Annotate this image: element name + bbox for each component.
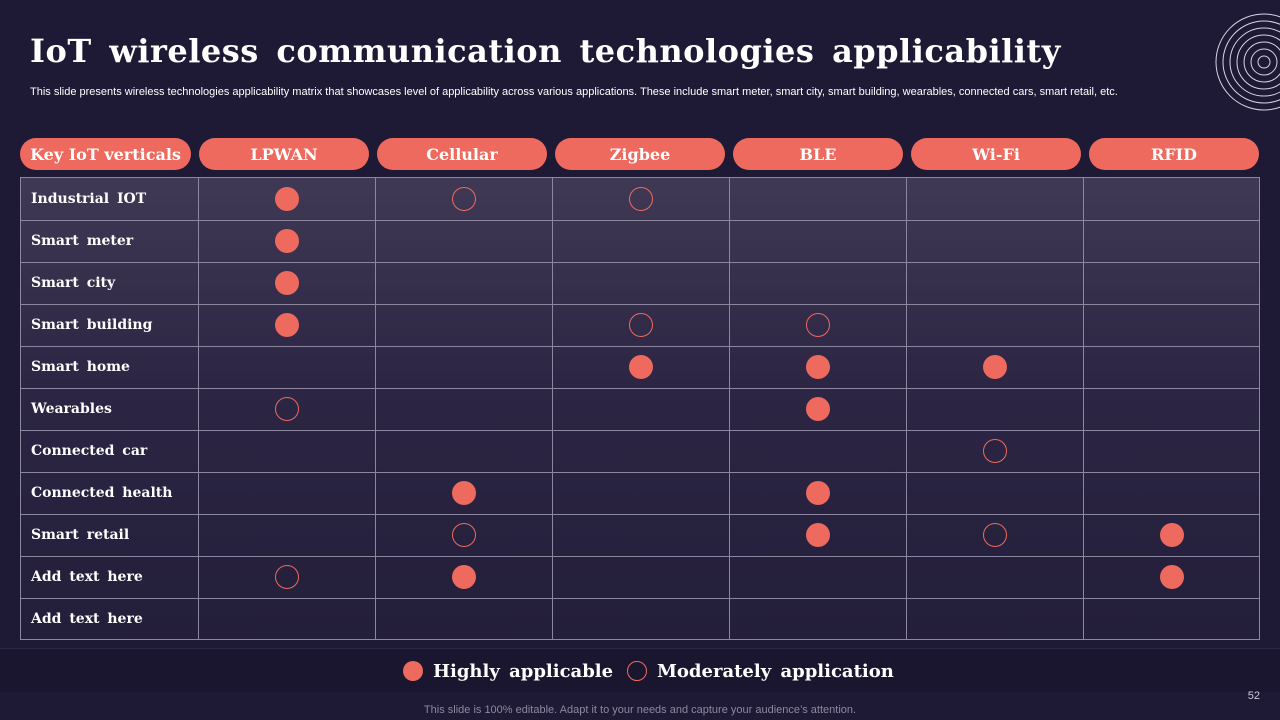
grid-line-vertical (375, 178, 376, 639)
grid-line-vertical (1083, 178, 1084, 639)
filled-circle-icon (403, 661, 423, 681)
header-pill-zigbee: Zigbee (555, 138, 725, 170)
grid-line-vertical (552, 178, 553, 639)
row-label: Smart retail (31, 527, 130, 543)
row-label: Add text here (31, 611, 143, 627)
row-label: Wearables (31, 401, 112, 417)
highly-applicable-marker (1159, 523, 1184, 547)
grid-line-horizontal (21, 472, 1259, 473)
highly-applicable-marker (628, 355, 653, 379)
grid-line-vertical (198, 178, 199, 639)
highly-applicable-marker (274, 271, 299, 295)
concentric-circles-icon (1215, 13, 1280, 111)
highly-applicable-marker (274, 313, 299, 337)
grid-line-horizontal (21, 304, 1259, 305)
grid-line-horizontal (21, 220, 1259, 221)
highly-applicable-marker (805, 523, 830, 547)
row-label: Smart city (31, 275, 116, 291)
grid-line-vertical (729, 178, 730, 639)
legend-item-moderate: Moderately application (627, 649, 894, 693)
row-label: Smart meter (31, 233, 134, 249)
slide-title: IoT wireless communication technologies … (30, 32, 1061, 70)
grid-line-horizontal (21, 556, 1259, 557)
page-number: 52 (1247, 690, 1260, 702)
highly-applicable-marker (805, 355, 830, 379)
highly-applicable-marker (451, 481, 476, 505)
moderately-applicable-marker (982, 523, 1007, 547)
highly-applicable-marker (805, 397, 830, 421)
header-pill-wifi: Wi-Fi (911, 138, 1081, 170)
grid-line-horizontal (21, 598, 1259, 599)
header-pill-rfid: RFID (1089, 138, 1259, 170)
moderately-applicable-marker (451, 187, 476, 211)
highly-applicable-marker (451, 565, 476, 589)
grid-line-vertical (906, 178, 907, 639)
header-pill-ble: BLE (733, 138, 903, 170)
row-label: Industrial IOT (31, 191, 147, 207)
moderately-applicable-marker (982, 439, 1007, 463)
moderately-applicable-marker (274, 565, 299, 589)
header-pill-lpwan: LPWAN (199, 138, 369, 170)
row-label: Smart building (31, 317, 153, 333)
grid-line-horizontal (21, 388, 1259, 389)
outlined-circle-icon (627, 661, 647, 681)
row-label: Connected car (31, 443, 148, 459)
grid-line-horizontal (21, 430, 1259, 431)
header-pill-key-verticals: Key IoT verticals (20, 138, 191, 170)
applicability-matrix: Industrial IOT Smart meter Smart city Smart… (20, 177, 1260, 640)
footer-note: This slide is 100% editable. Adapt it to… (423, 704, 857, 716)
moderately-applicable-marker (628, 187, 653, 211)
grid-line-horizontal (21, 346, 1259, 347)
highly-applicable-marker (982, 355, 1007, 379)
legend-band: Highly applicable Moderately application (0, 648, 1280, 692)
legend-item-high: Highly applicable (403, 649, 613, 693)
highly-applicable-marker (274, 229, 299, 253)
matrix-header: Key IoT verticals LPWAN Cellular Zigbee … (20, 138, 1260, 170)
highly-applicable-marker (805, 481, 830, 505)
moderately-applicable-marker (274, 397, 299, 421)
header-pill-cellular: Cellular (377, 138, 547, 170)
moderately-applicable-marker (628, 313, 653, 337)
legend: Highly applicable Moderately application (0, 649, 1280, 693)
slide-subtitle: This slide presents wireless technologie… (30, 86, 1118, 98)
highly-applicable-marker (1159, 565, 1184, 589)
legend-label-moderate: Moderately application (657, 660, 894, 682)
row-label: Add text here (31, 569, 143, 585)
moderately-applicable-marker (805, 313, 830, 337)
row-label: Connected health (31, 485, 173, 501)
highly-applicable-marker (274, 187, 299, 211)
grid-line-horizontal (21, 514, 1259, 515)
legend-label-high: Highly applicable (433, 660, 614, 682)
moderately-applicable-marker (451, 523, 476, 547)
row-label: Smart home (31, 359, 130, 375)
grid-line-horizontal (21, 262, 1259, 263)
